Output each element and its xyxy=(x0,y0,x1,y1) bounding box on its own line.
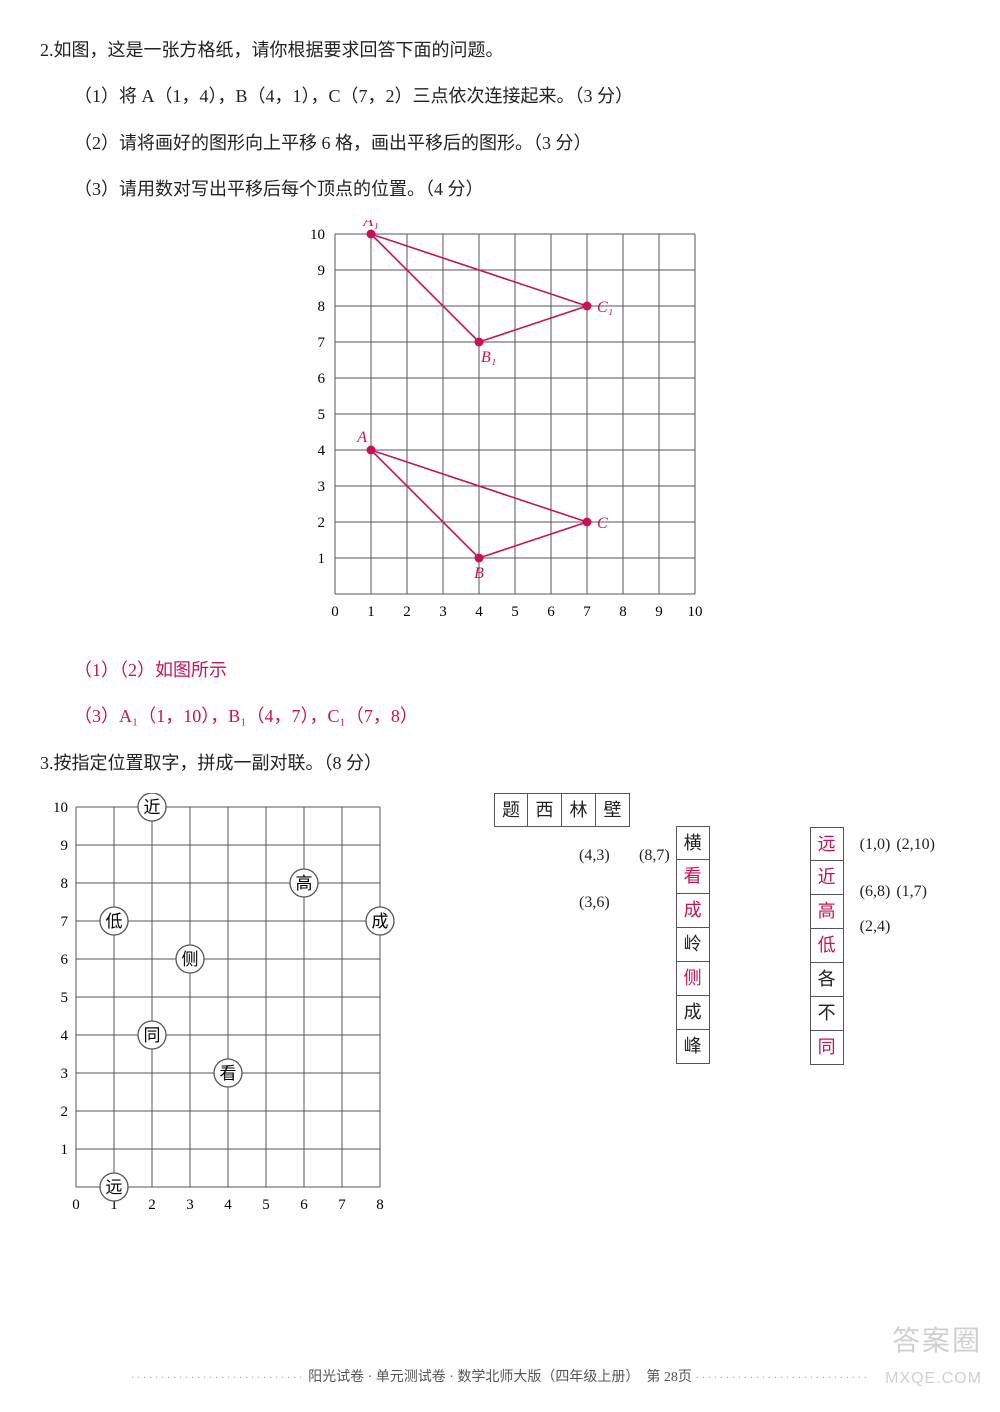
left-coord xyxy=(610,873,670,907)
svg-text:6: 6 xyxy=(547,604,555,620)
svg-text:0: 0 xyxy=(72,1197,80,1213)
q3-chart: 01234567812345678910近低高成侧同看远 xyxy=(40,793,410,1233)
svg-text:5: 5 xyxy=(511,604,519,620)
svg-text:B: B xyxy=(474,565,484,582)
svg-text:5: 5 xyxy=(262,1197,270,1213)
svg-text:5: 5 xyxy=(61,990,69,1006)
q2-part3: （3）请用数对写出平移后每个顶点的位置。（4 分） xyxy=(40,173,960,205)
svg-text:3: 3 xyxy=(61,1066,69,1082)
svg-text:10: 10 xyxy=(310,227,325,243)
right-coord: (1,7) xyxy=(890,875,927,909)
couplet-right-column: 远近高低各不同 xyxy=(810,827,844,1065)
left-cell: 成 xyxy=(676,996,710,1030)
right-coord: (2,4) xyxy=(854,910,891,944)
q2-answer3: （3）A₁（1，10），B₁（4，7），C₁（7，8） xyxy=(40,700,960,732)
svg-text:1: 1 xyxy=(61,1142,69,1158)
svg-text:1: 1 xyxy=(318,551,326,567)
right-cell: 远 xyxy=(810,827,844,861)
svg-text:2: 2 xyxy=(403,604,411,620)
svg-text:0: 0 xyxy=(331,604,339,620)
right-cell: 各 xyxy=(810,963,844,997)
svg-text:4: 4 xyxy=(318,443,326,459)
svg-text:7: 7 xyxy=(583,604,591,620)
svg-text:2: 2 xyxy=(148,1197,156,1213)
svg-text:6: 6 xyxy=(300,1197,308,1213)
left-cell: 看 xyxy=(676,860,710,894)
svg-text:远: 远 xyxy=(106,1178,123,1197)
svg-text:成: 成 xyxy=(372,912,389,931)
right-coord xyxy=(933,862,939,896)
svg-text:10: 10 xyxy=(53,800,68,816)
right-cell: 低 xyxy=(810,929,844,963)
q2-part1: （1）将 A（1，4），B（4，1），C（7，2）三点依次连接起来。（3 分） xyxy=(40,80,960,112)
svg-text:9: 9 xyxy=(61,838,69,854)
left-cell: 岭 xyxy=(676,928,710,962)
left-cell: 峰 xyxy=(676,1030,710,1064)
svg-text:A₁: A₁ xyxy=(362,220,378,230)
left-coord xyxy=(610,920,670,954)
svg-text:8: 8 xyxy=(376,1197,384,1213)
left-coord: (3,6) xyxy=(550,886,610,920)
title-cell: 壁 xyxy=(596,793,630,827)
svg-text:近: 近 xyxy=(144,798,161,817)
left-coord: (8,7) xyxy=(610,839,670,873)
right-cell: 同 xyxy=(810,1031,844,1065)
right-cell: 高 xyxy=(810,895,844,929)
svg-text:4: 4 xyxy=(224,1197,232,1213)
q2-answer12: （1）（2）如图所示 xyxy=(40,654,960,686)
title-cell: 题 xyxy=(494,793,528,827)
q3-intro: 3.按指定位置取字，拼成一副对联。（8 分） xyxy=(40,747,960,779)
svg-text:8: 8 xyxy=(61,876,69,892)
watermark: 答案圈 xyxy=(892,1316,982,1366)
right-coord: (2,10) xyxy=(890,828,935,862)
svg-text:10: 10 xyxy=(688,604,703,620)
right-coord: (6,8) xyxy=(854,875,891,909)
svg-text:4: 4 xyxy=(475,604,483,620)
svg-text:4: 4 xyxy=(61,1028,69,1044)
svg-text:7: 7 xyxy=(61,914,69,930)
svg-text:C₁: C₁ xyxy=(597,299,613,316)
left-coord xyxy=(490,873,550,907)
svg-text:C: C xyxy=(597,515,608,532)
svg-text:2: 2 xyxy=(61,1104,69,1120)
q2-part2: （2）请将画好的图形向上平移 6 格，画出平移后的图形。（3 分） xyxy=(40,127,960,159)
svg-text:看: 看 xyxy=(220,1064,237,1083)
right-cell: 不 xyxy=(810,997,844,1031)
svg-text:1: 1 xyxy=(367,604,375,620)
svg-text:同: 同 xyxy=(144,1026,161,1045)
left-coord xyxy=(490,826,550,860)
couplet-title: 题西林壁 xyxy=(494,793,710,827)
svg-text:6: 6 xyxy=(61,952,69,968)
svg-text:3: 3 xyxy=(186,1197,194,1213)
svg-text:9: 9 xyxy=(318,263,326,279)
svg-text:高: 高 xyxy=(296,874,313,893)
svg-text:B₁: B₁ xyxy=(481,349,496,366)
left-cell: 横 xyxy=(676,826,710,860)
right-coord: (1,0) xyxy=(854,828,891,862)
title-cell: 西 xyxy=(528,793,562,827)
right-cell: 近 xyxy=(810,861,844,895)
svg-text:8: 8 xyxy=(619,604,627,620)
svg-text:9: 9 xyxy=(655,604,663,620)
svg-text:5: 5 xyxy=(318,407,326,423)
couplet-left-column: 横看成岭侧成峰 xyxy=(676,826,710,1064)
left-cell: 侧 xyxy=(676,962,710,996)
footer: ····························· 阳光试卷 · 单元测… xyxy=(0,1365,1000,1390)
svg-text:8: 8 xyxy=(318,299,326,315)
svg-text:侧: 侧 xyxy=(182,950,199,969)
title-cell: 林 xyxy=(562,793,596,827)
svg-text:A: A xyxy=(356,429,367,446)
svg-text:7: 7 xyxy=(318,335,326,351)
svg-text:3: 3 xyxy=(439,604,447,620)
svg-text:6: 6 xyxy=(318,371,326,387)
q2-chart: 0 1 2 3 4 5 6 7 8 9 10 1 2 3 4 5 6 7 8 9 10 A B C A₁ B₁ C₁ xyxy=(40,220,960,644)
svg-text:低: 低 xyxy=(106,912,123,931)
q2-intro: 2.如图，这是一张方格纸，请你根据要求回答下面的问题。 xyxy=(40,34,960,66)
left-cell: 成 xyxy=(676,894,710,928)
left-coord: (4,3) xyxy=(550,839,610,873)
svg-text:3: 3 xyxy=(318,479,326,495)
svg-text:2: 2 xyxy=(318,515,326,531)
svg-text:7: 7 xyxy=(338,1197,346,1213)
